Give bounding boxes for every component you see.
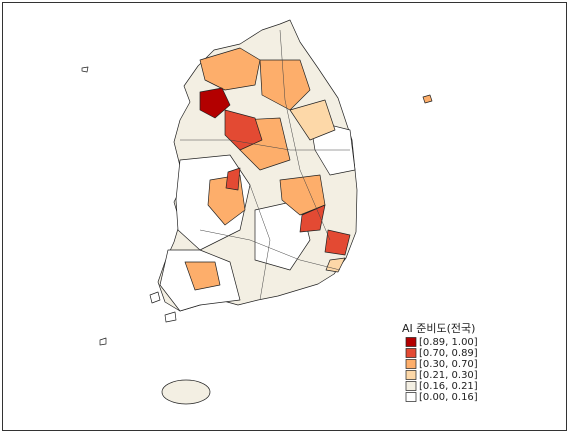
district bbox=[289, 99, 336, 141]
boundary bbox=[180, 139, 350, 151]
korea-map bbox=[81, 19, 433, 405]
ulleungdo bbox=[422, 94, 433, 104]
island bbox=[149, 291, 161, 304]
district bbox=[324, 229, 351, 256]
legend: AI 준비도(전국) [0.89, 1.00][0.70, 0.89][0.30… bbox=[402, 322, 478, 403]
boundary bbox=[279, 29, 331, 241]
legend-title: AI 준비도(전국) bbox=[402, 322, 475, 335]
district bbox=[224, 109, 263, 151]
legend-label: [0.00, 0.16] bbox=[419, 392, 478, 403]
boundary bbox=[249, 184, 271, 301]
island bbox=[99, 337, 107, 346]
district bbox=[184, 261, 221, 291]
legend-label: [0.89, 1.00] bbox=[419, 337, 478, 348]
legend-label: [0.70, 0.89] bbox=[419, 348, 478, 359]
legend-label: [0.16, 0.21] bbox=[419, 381, 478, 392]
legend-swatch bbox=[405, 392, 417, 402]
legend-label: [0.30, 0.70] bbox=[419, 359, 478, 370]
legend-swatch bbox=[405, 359, 417, 369]
legend-swatch bbox=[405, 348, 417, 358]
district bbox=[225, 167, 241, 191]
island bbox=[164, 311, 177, 323]
district bbox=[279, 174, 326, 216]
legend-label: [0.21, 0.30] bbox=[419, 370, 478, 381]
legend-swatch bbox=[405, 381, 417, 391]
legend-swatch bbox=[405, 337, 417, 347]
legend-swatch bbox=[405, 370, 417, 380]
district bbox=[199, 87, 231, 119]
jeju bbox=[161, 379, 211, 405]
boundary bbox=[199, 229, 341, 271]
district bbox=[299, 204, 326, 233]
district bbox=[199, 47, 261, 91]
district bbox=[259, 59, 311, 111]
island bbox=[81, 66, 89, 73]
